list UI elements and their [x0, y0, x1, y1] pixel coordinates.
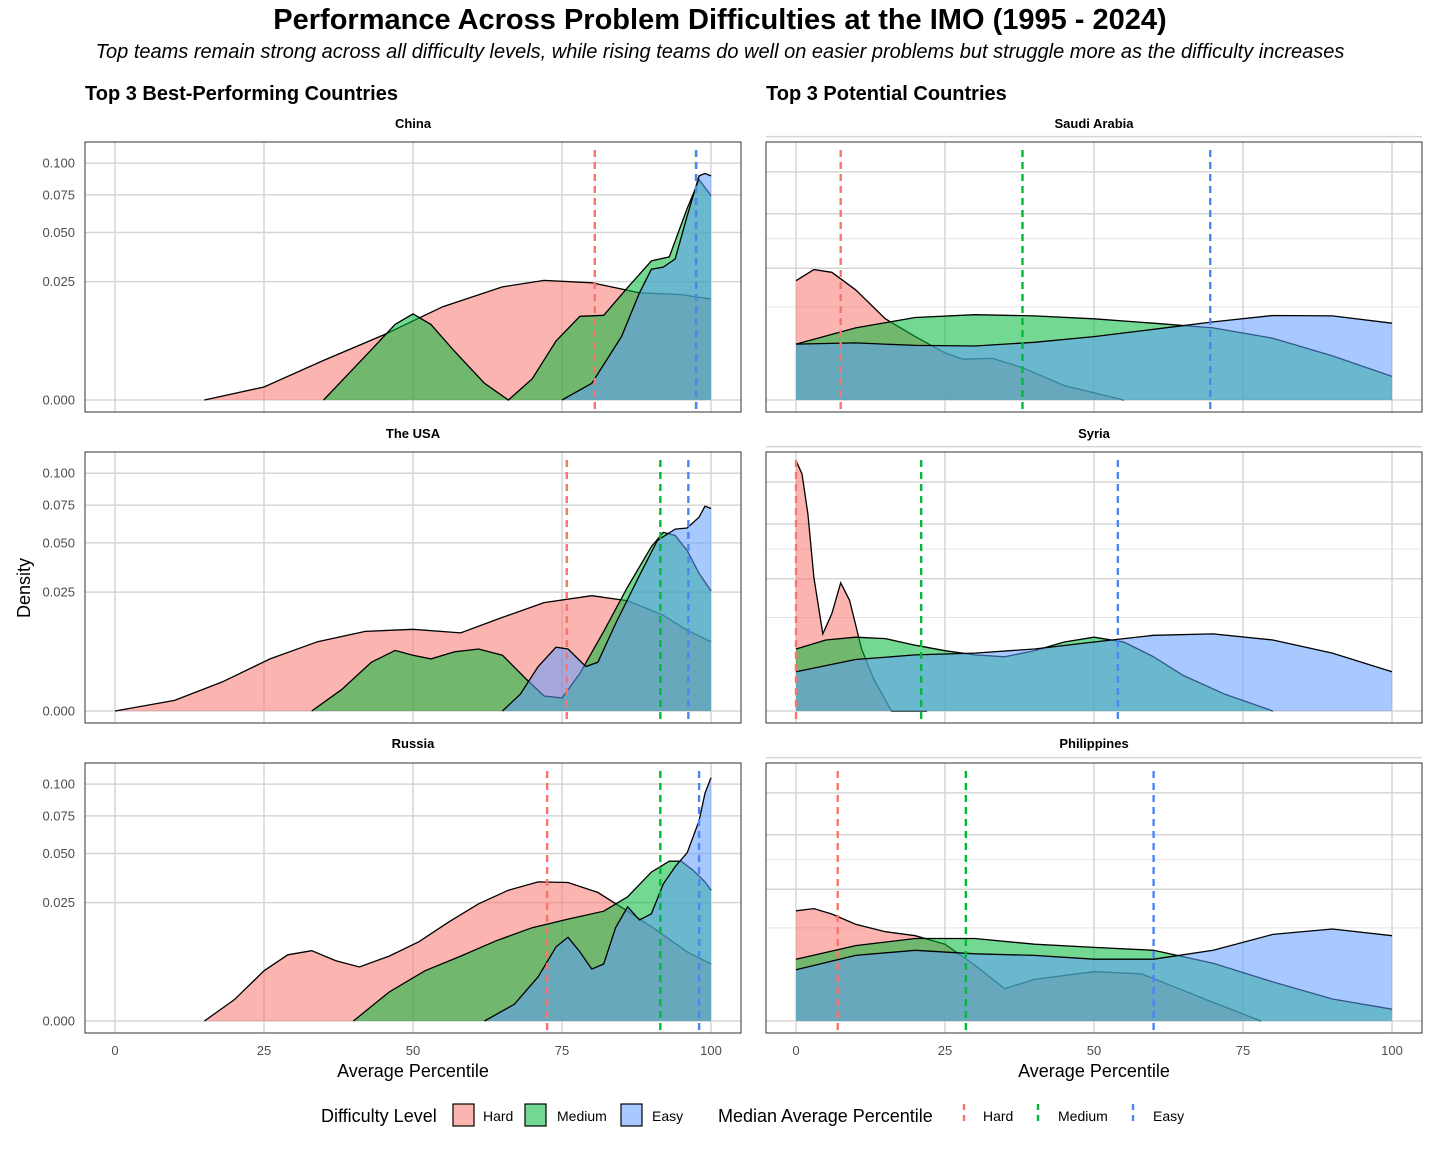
x-tick-label: 25 [257, 1043, 271, 1058]
panel-title-the-usa: The USA [386, 426, 441, 441]
panel-border [765, 762, 1423, 1034]
panel-syria: Syria [765, 426, 1423, 724]
legend: Difficulty Level Hard Medium Easy Median Ave… [321, 1103, 1184, 1127]
y-tick-label: 0.075 [42, 808, 75, 823]
legend-label-medium: Medium [557, 1108, 607, 1124]
density-line-china-medium [323, 178, 712, 401]
legend-label-hard: Hard [483, 1108, 513, 1124]
x-tick-label: 50 [406, 1043, 420, 1058]
chart-title: Performance Across Problem Difficulties … [273, 4, 1166, 36]
density-area-saudi-arabia-easy [796, 315, 1392, 400]
density-line-saudi-arabia-easy [795, 314, 1393, 347]
y-axis-title: Density [14, 558, 34, 618]
y-tick-label: 0.100 [42, 156, 75, 171]
density-line-the-usa-easy [501, 505, 712, 712]
y-tick-label: 0.050 [42, 846, 75, 861]
x-tick-label: 0 [792, 1043, 799, 1058]
y-tick-label: 0.100 [42, 466, 75, 481]
y-tick-label: 0.075 [42, 187, 75, 202]
x-tick-label: 0 [111, 1043, 118, 1058]
panel-philippines: Philippines 0 25 50 75 100 [765, 736, 1423, 1058]
panel-title-china: China [395, 116, 432, 131]
panel-saudi-arabia: Saudi Arabia [765, 116, 1423, 413]
x-tick-label: 25 [938, 1043, 952, 1058]
legend-key-hard [452, 1103, 475, 1127]
legend-key-medium [524, 1103, 547, 1127]
panel-border [84, 451, 742, 724]
panel-title-russia: Russia [392, 736, 435, 751]
x-tick-label: 75 [555, 1043, 569, 1058]
density-area-china-easy [562, 173, 711, 400]
panel-border [84, 141, 742, 413]
x-axis-title-right: Average Percentile [1018, 1061, 1170, 1081]
y-tick-label: 0.075 [42, 498, 75, 513]
panel-title-saudi-arabia: Saudi Arabia [1055, 116, 1135, 131]
panel-border [84, 762, 742, 1034]
x-axis-title-left: Average Percentile [337, 1061, 489, 1081]
density-line-russia-easy [484, 777, 712, 1022]
panel-border [765, 451, 1423, 724]
y-tick-label: 0.025 [42, 274, 75, 289]
y-tick-label: 0.000 [42, 393, 75, 408]
axis-titles: Average Percentile Average Percentile Dens… [14, 558, 1170, 1081]
panel-title-syria: Syria [1078, 426, 1111, 441]
y-tick-label: 0.050 [42, 225, 75, 240]
density-line-philippines-easy [795, 928, 1393, 971]
x-tick-label: 100 [1381, 1043, 1403, 1058]
y-tick-label: 0.050 [42, 535, 75, 550]
panel-the-usa: The USA 0.000 0.025 0.050 0.075 0.100 [42, 426, 742, 724]
panel-border [765, 141, 1423, 413]
legend-key-easy [620, 1103, 643, 1127]
panel-china: China 0.000 0.025 0.050 0.075 0.100 [42, 116, 742, 413]
right-group-title: Top 3 Potential Countries [766, 83, 1007, 105]
left-group-title: Top 3 Best-Performing Countries [85, 83, 398, 105]
legend-label-easy: Easy [652, 1108, 683, 1124]
density-line-syria-easy [795, 633, 1393, 673]
chart-subtitle: Top teams remain strong across all diffi… [96, 41, 1345, 63]
legend-line-label-hard: Hard [983, 1108, 1013, 1124]
density-area-syria-easy [796, 633, 1392, 711]
y-tick-label: 0.100 [42, 777, 75, 792]
panel-title-philippines: Philippines [1059, 736, 1128, 751]
y-tick-label: 0.025 [42, 895, 75, 910]
density-area-china-medium [323, 179, 711, 400]
density-line-china-easy [561, 172, 712, 401]
x-tick-label: 75 [1236, 1043, 1250, 1058]
legend-line-label-easy: Easy [1153, 1108, 1184, 1124]
y-tick-label: 0.000 [42, 1014, 75, 1029]
y-tick-label: 0.000 [42, 704, 75, 719]
facet-panels: China 0.000 0.025 0.050 0.075 0.100 The USA 0.0… [42, 116, 1423, 1058]
panel-russia: Russia 0.000 0.025 0.050 0.075 0.100 0 25 50 75 10… [42, 736, 742, 1058]
x-tick-label: 50 [1087, 1043, 1101, 1058]
legend-fill-title: Difficulty Level [321, 1106, 437, 1126]
density-area-philippines-easy [796, 929, 1392, 1021]
y-tick-label: 0.025 [42, 585, 75, 600]
x-tick-label: 100 [700, 1043, 722, 1058]
legend-line-label-medium: Medium [1058, 1108, 1108, 1124]
legend-line-title: Median Average Percentile [718, 1106, 933, 1126]
density-area-russia-easy [484, 777, 711, 1021]
density-area-the-usa-easy [502, 506, 711, 711]
